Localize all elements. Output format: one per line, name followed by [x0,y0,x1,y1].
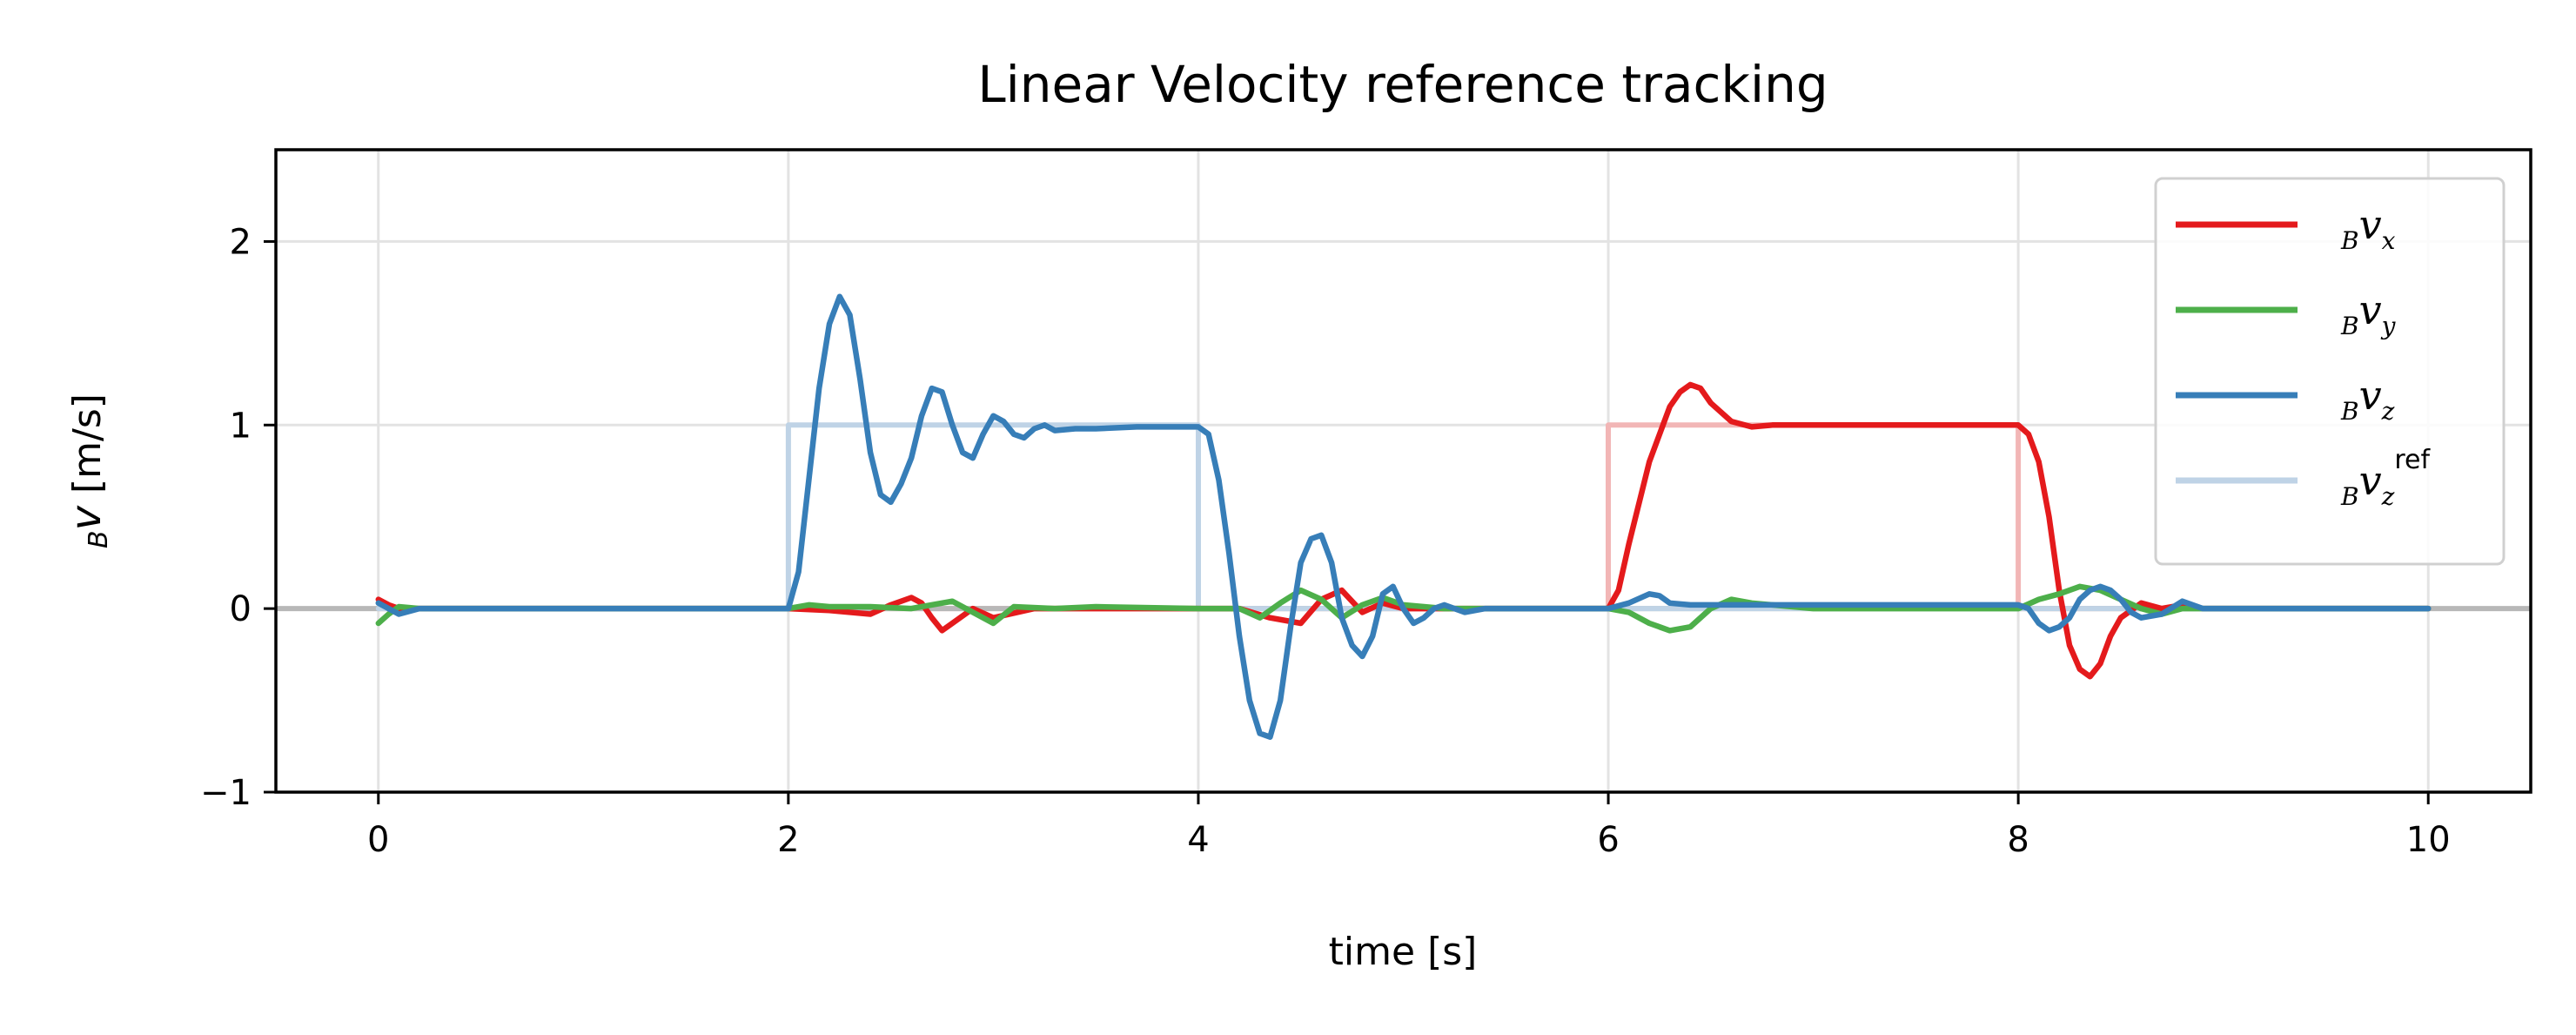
legend-entry: Bvy [2176,286,2397,340]
reference-line-0 [378,422,2429,612]
x-tick-label: 10 [2406,820,2451,860]
legend-entry: Bvzref [2176,445,2431,511]
y-tick-label: −1 [200,773,252,813]
y-tick-label: 1 [230,406,252,446]
plot-area [276,293,2531,740]
y-axis-label-symbol: v [62,505,111,530]
series-line-bv_y [375,583,2432,634]
x-axis: 0 2 4 6 8 10 [367,792,2451,860]
y-tick-label: 2 [230,222,252,262]
x-tick-label: 8 [2007,820,2029,860]
legend-label: Bvz [2340,372,2395,426]
legend: Bvx Bvy Bvz Bvzref [2154,177,2506,566]
x-tick-label: 0 [367,820,389,860]
x-tick-label: 4 [1187,820,1209,860]
series-line-bv_x [375,381,2432,680]
legend-box [2154,177,2506,566]
x-tick-label: 2 [777,820,799,860]
chart-title: Linear Velocity reference tracking [977,55,1828,114]
y-axis: −1 0 1 2 [200,222,276,813]
y-tick-label: 0 [230,589,252,629]
plot-frame [274,148,2532,794]
y-axis-label: Bv [m/s] [62,393,114,548]
x-axis-label: time [s] [1329,930,1478,974]
legend-entry: Bvz [2176,372,2395,426]
y-axis-label-subscript: B [84,530,114,548]
legend-entry: Bvx [2176,201,2396,255]
y-axis-label-unit: [m/s] [65,393,110,506]
series-line-bv_z [375,293,2432,740]
legend-label: Bvx [2340,201,2396,255]
legend-label: Bvy [2340,286,2397,340]
legend-label: Bvzref [2340,445,2431,511]
series-line-bv_z-ref [375,422,2432,612]
x-tick-label: 6 [1597,820,1619,860]
